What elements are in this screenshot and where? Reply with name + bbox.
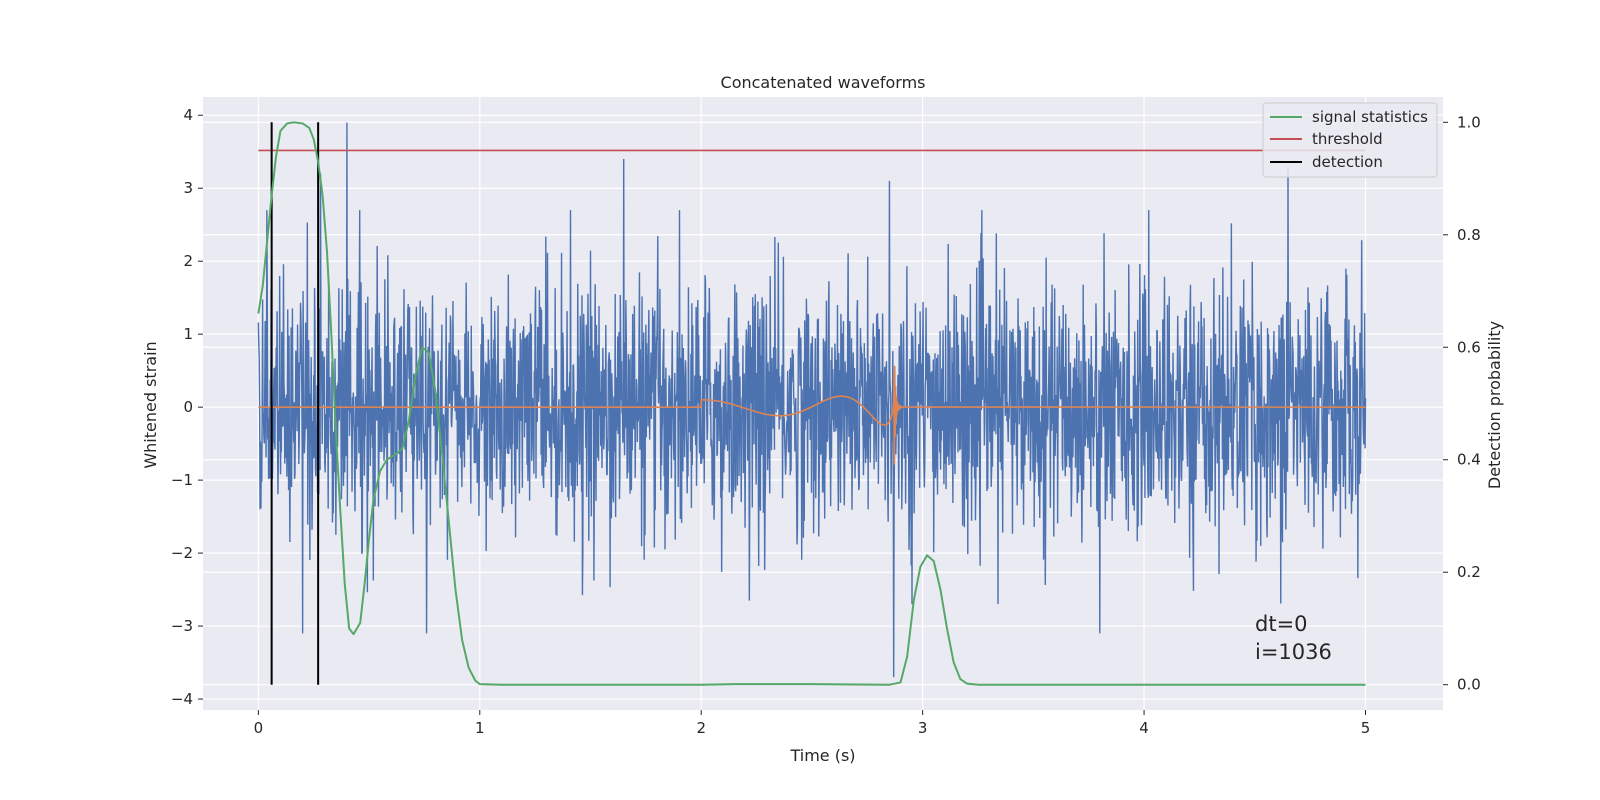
y2-axis-label: Detection probability [1485,321,1504,489]
y2-tick-label: 0.0 [1457,676,1481,694]
x-tick-label: 1 [475,719,485,737]
x-tick-label: 2 [696,719,706,737]
legend-label-threshold: threshold [1312,130,1383,148]
x-tick-label: 0 [254,719,264,737]
y2-tick-label: 1.0 [1457,113,1481,131]
y2-tick-label: 0.2 [1457,563,1481,581]
chart-title: Concatenated waveforms [721,73,926,92]
legend-label-detection: detection [1312,153,1383,171]
annotation-index: i=1036 [1255,640,1332,664]
y-tick-label: 0 [183,398,193,416]
y-tick-label: 3 [183,179,193,197]
strain-series [257,122,1367,678]
legend-label-signal-statistics: signal statistics [1312,108,1428,126]
y-axis-label: Whitened strain [141,341,160,468]
injected-signal-series [258,365,1366,465]
y-tick-label: −2 [171,544,193,562]
y2-tick-label: 0.4 [1457,451,1481,469]
annotation-dt: dt=0 [1255,612,1308,636]
x-axis: 0 1 2 3 4 5 [254,710,1371,737]
y-axis-left: −4 −3 −2 −1 0 1 2 3 4 [171,106,203,708]
signal-statistics-series [257,121,1366,686]
y-tick-label: 4 [183,106,193,124]
signal-statistics-line [257,121,1366,686]
y2-tick-label: 0.6 [1457,338,1481,356]
y-tick-label: −4 [171,690,193,708]
y-tick-label: 1 [183,325,193,343]
legend-box [1262,102,1438,178]
legend: signal statistics threshold detection [1262,102,1438,178]
x-tick-label: 5 [1361,719,1371,737]
y-tick-label: −3 [171,617,193,635]
x-axis-label: Time (s) [789,746,855,765]
y-tick-label: 2 [183,252,193,270]
y2-tick-label: 0.8 [1457,226,1481,244]
strain-line [257,122,1367,678]
x-tick-label: 3 [918,719,928,737]
y-tick-label: −1 [171,471,193,489]
y-axis-right: 0.0 0.2 0.4 0.6 0.8 1.0 [1443,113,1481,694]
injected-signal-line [258,365,1366,465]
x-tick-label: 4 [1139,719,1149,737]
detection-series [270,122,320,685]
